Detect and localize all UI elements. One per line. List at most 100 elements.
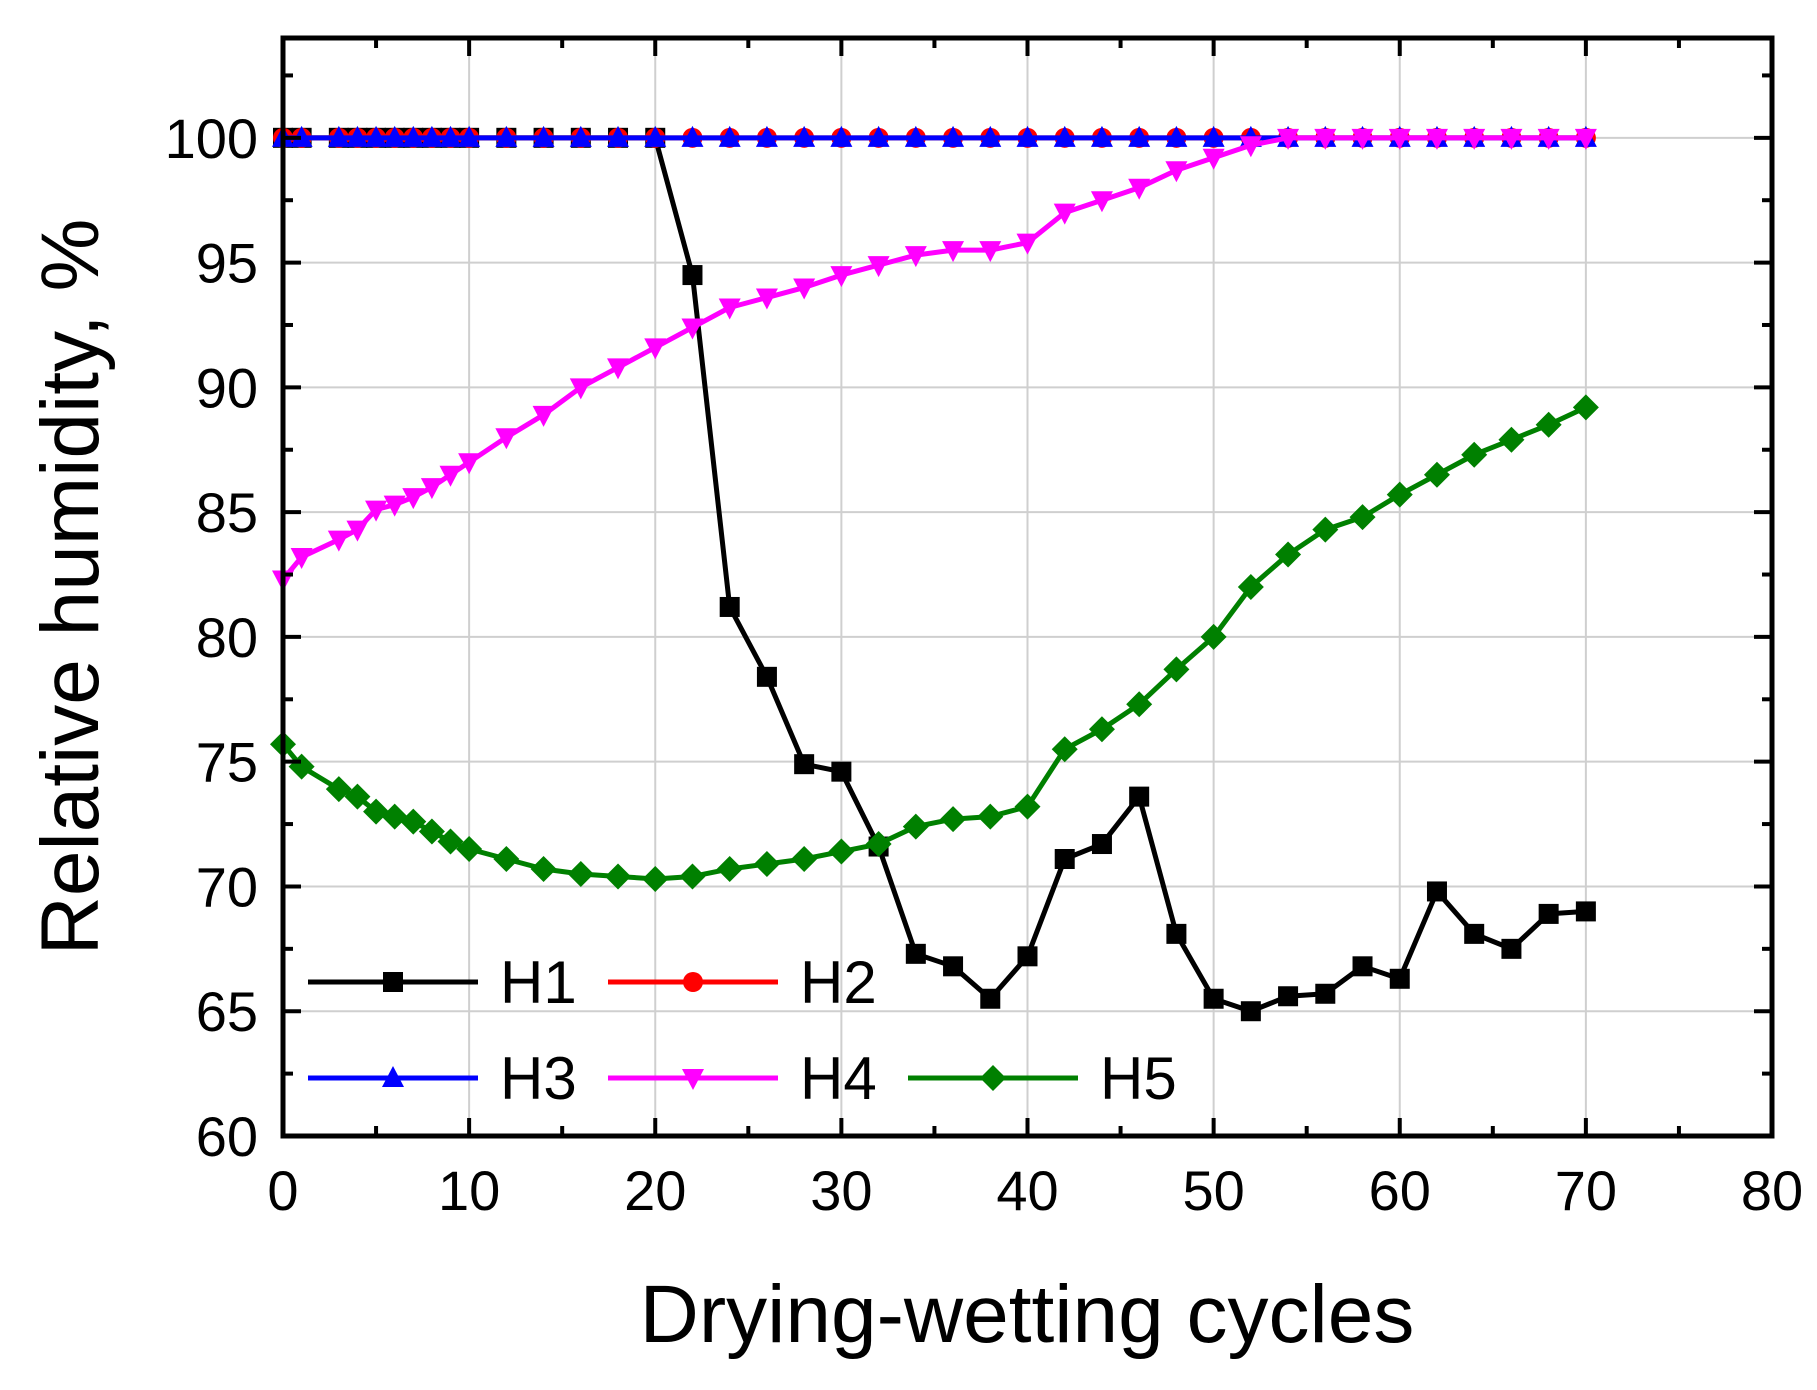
point-h3-x3 bbox=[327, 125, 350, 147]
point-h4-x36 bbox=[942, 241, 965, 263]
point-h4-x26 bbox=[755, 288, 778, 310]
point-h5-x54 bbox=[1275, 541, 1302, 568]
point-h3-x12 bbox=[495, 125, 518, 147]
point-h4-x32 bbox=[867, 256, 890, 278]
point-h4-x46 bbox=[1128, 178, 1151, 200]
x-tick-labels: 0 10 20 30 40 50 60 70 80 bbox=[267, 1159, 1803, 1222]
point-h1-x60 bbox=[1389, 968, 1410, 989]
legend-label-h5: H5 bbox=[1100, 1045, 1177, 1112]
y-tick-labels: 60 65 70 75 80 85 90 95 100 bbox=[165, 107, 258, 1168]
point-h3-x22 bbox=[681, 125, 704, 147]
point-h4-x54 bbox=[1277, 128, 1300, 150]
point-h1-x58 bbox=[1352, 956, 1373, 977]
point-h5-x8 bbox=[418, 818, 445, 845]
point-h1-x24 bbox=[719, 596, 740, 617]
x-tick-label-0: 0 bbox=[267, 1159, 298, 1222]
y-tick-label-70: 70 bbox=[196, 855, 258, 918]
point-h3-x7 bbox=[402, 125, 425, 147]
point-h4-x30 bbox=[830, 266, 853, 288]
point-h5-x66 bbox=[1498, 426, 1525, 453]
legend-label-h2: H2 bbox=[800, 949, 877, 1016]
point-h5-x10 bbox=[456, 836, 483, 863]
y-tick-label-90: 90 bbox=[196, 356, 258, 419]
point-h1-x70 bbox=[1575, 901, 1596, 922]
x-axis-title: Drying-wetting cycles bbox=[640, 1269, 1415, 1360]
legend-item-h5: H5 bbox=[908, 1045, 1177, 1112]
legend-item-h4: H4 bbox=[608, 1045, 877, 1112]
point-h4-x42 bbox=[1053, 203, 1076, 225]
point-h4-x9 bbox=[439, 465, 462, 487]
point-h4-x8 bbox=[420, 478, 443, 500]
point-h4-x70 bbox=[1574, 128, 1597, 150]
point-h5-x58 bbox=[1349, 504, 1376, 531]
point-h1-x26 bbox=[756, 666, 777, 687]
point-h5-x24 bbox=[716, 855, 743, 882]
point-h1-x30 bbox=[831, 761, 852, 782]
point-h1-x54 bbox=[1278, 986, 1299, 1007]
point-h4-x1 bbox=[290, 548, 313, 570]
point-h5-x4 bbox=[344, 783, 371, 810]
point-h3-x38 bbox=[979, 125, 1002, 147]
point-h5-x28 bbox=[791, 846, 818, 873]
y-tick-label-80: 80 bbox=[196, 606, 258, 669]
legend-marker-h5 bbox=[980, 1065, 1006, 1091]
point-h4-x34 bbox=[904, 246, 927, 268]
point-h3-x30 bbox=[830, 125, 853, 147]
point-h3-x10 bbox=[458, 125, 481, 147]
point-h5-x40 bbox=[1014, 793, 1041, 820]
point-h3-x24 bbox=[718, 125, 741, 147]
point-h3-x8 bbox=[420, 125, 443, 147]
y-axis-title: Relative humidity, % bbox=[25, 219, 116, 956]
point-h5-x44 bbox=[1088, 716, 1115, 743]
point-h4-x44 bbox=[1090, 191, 1113, 213]
point-h5-x42 bbox=[1051, 736, 1078, 763]
point-h3-x26 bbox=[755, 125, 778, 147]
point-h5-x22 bbox=[679, 863, 706, 890]
point-h4-x68 bbox=[1537, 128, 1560, 150]
point-h5-x16 bbox=[567, 860, 594, 887]
point-h1-x28 bbox=[794, 754, 815, 775]
point-h3-x14 bbox=[532, 125, 555, 147]
point-h3-x5 bbox=[365, 125, 388, 147]
point-h5-x9 bbox=[437, 828, 464, 855]
point-h4-x38 bbox=[979, 241, 1002, 263]
legend-item-h2: H2 bbox=[608, 949, 877, 1016]
legend-item-h1: H1 bbox=[308, 949, 577, 1016]
x-tick-label-20: 20 bbox=[624, 1159, 686, 1222]
point-h1-x50 bbox=[1203, 988, 1224, 1009]
point-h4-x52 bbox=[1239, 136, 1262, 158]
point-h5-x3 bbox=[325, 776, 352, 803]
point-h3-x9 bbox=[439, 125, 462, 147]
legend-marker-h2 bbox=[683, 972, 703, 992]
point-h3-x28 bbox=[793, 125, 816, 147]
point-h5-x14 bbox=[530, 855, 557, 882]
y-tick-label-100: 100 bbox=[165, 107, 258, 170]
y-tick-label-65: 65 bbox=[196, 980, 258, 1043]
point-h1-x42 bbox=[1054, 849, 1075, 870]
point-h3-x16 bbox=[569, 125, 592, 147]
y-tick-label-95: 95 bbox=[196, 232, 258, 295]
point-h5-x68 bbox=[1535, 411, 1562, 438]
point-h3-x4 bbox=[346, 125, 369, 147]
point-h4-x14 bbox=[532, 405, 555, 427]
point-h4-x40 bbox=[1016, 233, 1039, 255]
point-h4-x4 bbox=[346, 520, 369, 542]
point-h5-x50 bbox=[1200, 623, 1227, 650]
axis-ticks bbox=[281, 38, 1774, 1138]
point-h5-x36 bbox=[940, 806, 967, 833]
y-tick-label-75: 75 bbox=[196, 731, 258, 794]
point-h4-x66 bbox=[1500, 128, 1523, 150]
series-h5 bbox=[270, 394, 1599, 892]
point-h4-x7 bbox=[402, 488, 425, 510]
point-h4-x62 bbox=[1425, 128, 1448, 150]
y-tick-label-85: 85 bbox=[196, 481, 258, 544]
legend-marker-h1 bbox=[383, 972, 403, 992]
point-h5-x60 bbox=[1386, 481, 1413, 508]
legend-label-h1: H1 bbox=[500, 949, 577, 1016]
point-h4-x6 bbox=[383, 495, 406, 517]
point-h1-x68 bbox=[1538, 903, 1559, 924]
point-h3-x36 bbox=[942, 125, 965, 147]
x-tick-label-60: 60 bbox=[1369, 1159, 1431, 1222]
point-h1-x44 bbox=[1091, 834, 1112, 855]
x-tick-label-80: 80 bbox=[1741, 1159, 1803, 1222]
